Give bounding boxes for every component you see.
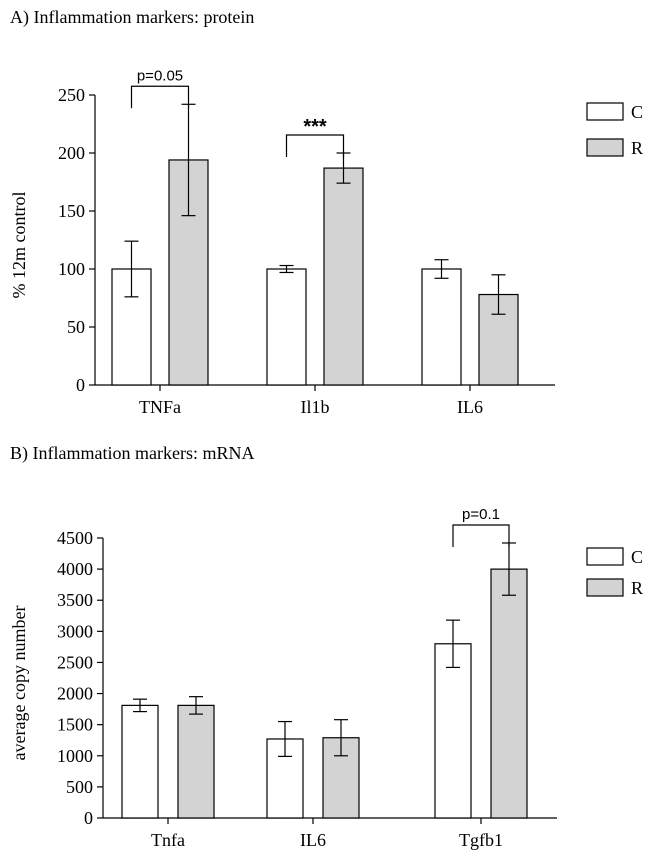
y-axis-title: % 12m control [9,192,29,299]
x-tick-label: IL6 [300,830,326,850]
x-tick-label: Tnfa [151,830,185,850]
bar-C-Il1b [266,268,307,386]
legend-label-C: C [631,102,643,122]
y-axis-title: average copy number [9,606,29,761]
y-tick-label: 2000 [57,684,93,704]
y-tick-label: 500 [66,777,93,797]
y-tick-label: 4500 [57,528,93,548]
legend-swatch-C [586,547,624,566]
x-tick-label: IL6 [457,397,483,417]
legend-label-R: R [631,138,643,158]
legend-swatch-R [586,138,624,157]
panel-a-title: A) Inflammation markers: protein [10,7,255,27]
significance-bracket [452,524,510,547]
y-tick-label: 150 [58,201,85,221]
y-tick-label: 250 [58,85,85,105]
significance-label: p=0.1 [462,506,500,523]
legend-label-C: C [631,547,643,567]
y-tick-label: 3500 [57,590,93,610]
chart-b: 0 500 1000 1500 2000 2500 3000 3500 4000 4500 aver… [9,506,643,850]
x-tick-label: Il1b [301,397,330,417]
significance-label: *** [303,116,327,138]
bar-R-Tnfa [177,704,215,819]
significance-label: p=0.05 [137,67,183,84]
y-tick-label: 100 [58,259,85,279]
y-tick-label: 200 [58,143,85,163]
bar-R-Il1b [323,167,364,386]
significance-bracket [285,134,345,157]
legend-swatch-R [586,578,624,597]
significance-bracket [130,85,190,109]
bar-R-Tgfb1 [490,568,528,819]
y-tick-label: 3000 [57,621,93,641]
y-tick-label: 50 [67,317,85,337]
x-tick-label: TNFa [139,397,181,417]
chart-a: 0 50 100 150 200 250 % 12m control TNFa Il1b IL6 p… [9,67,643,417]
y-tick-label: 0 [84,808,93,828]
legend-swatch-C [586,102,624,121]
legend-label-R: R [631,578,643,598]
y-tick-label: 1500 [57,715,93,735]
x-tick-label: Tgfb1 [459,830,503,850]
bar-C-Tnfa [121,704,159,819]
panel-b-title: B) Inflammation markers: mRNA [10,443,255,463]
y-tick-label: 4000 [57,559,93,579]
y-tick-label: 1000 [57,746,93,766]
y-tick-label: 2500 [57,652,93,672]
bar-C-Tgfb1 [434,643,472,819]
bar-C-IL6 [421,268,462,386]
y-tick-label: 0 [76,375,85,395]
